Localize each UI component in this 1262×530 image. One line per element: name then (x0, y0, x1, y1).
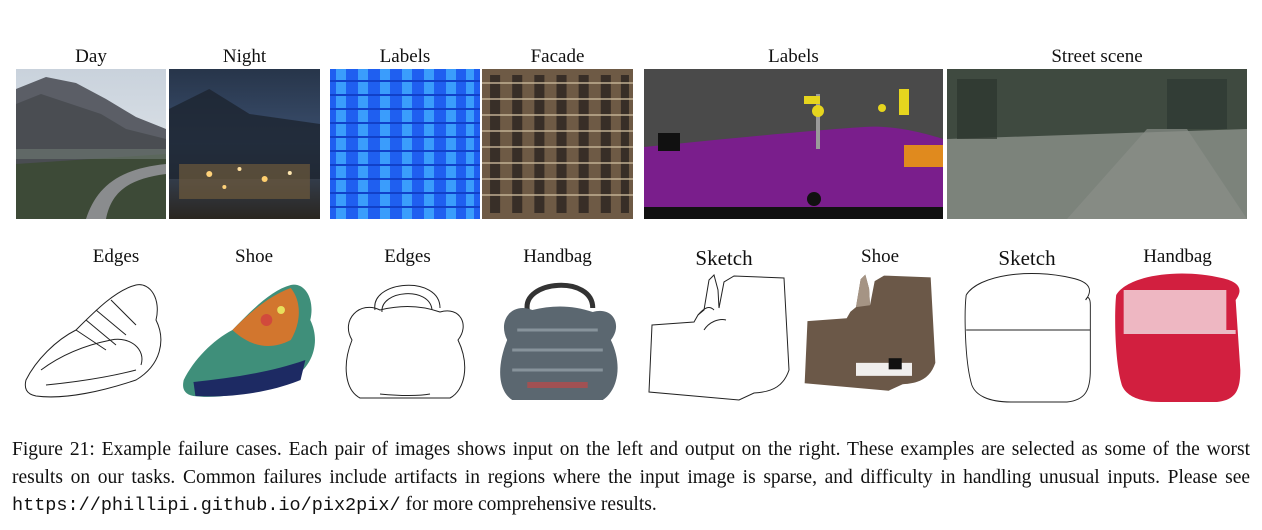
street-labels-input (644, 69, 943, 219)
facade-labels-input (330, 69, 480, 219)
label-handbag-output: Handbag (523, 246, 592, 267)
edges-shoe-input (16, 270, 166, 410)
edges-handbag-input (330, 270, 480, 410)
label-edges-handbag-input: Edges (384, 246, 431, 267)
night-output (169, 69, 320, 219)
shoe-output (174, 270, 320, 410)
handbag-output-2 (1105, 270, 1245, 410)
label-night: Night (222, 46, 267, 67)
label-edges-shoe-input: Edges (92, 246, 140, 267)
label-sketch-handbag-input: Sketch (998, 246, 1056, 270)
figure-caption: Figure 21: Example failure cases. Each p… (12, 436, 1250, 520)
label-day: Day (75, 46, 107, 67)
label-labels-street-input: Labels (768, 46, 819, 67)
sketch-shoe-input (644, 270, 794, 410)
facade-output (482, 69, 633, 219)
street-scene-output (947, 69, 1247, 219)
label-sketch-shoe-input: Sketch (695, 246, 753, 270)
label-shoe-output: Shoe (235, 246, 273, 267)
label-facade: Facade (530, 46, 585, 67)
label-shoe-output-2: Shoe (861, 246, 899, 267)
handbag-output (482, 270, 633, 410)
sketch-handbag-input (955, 270, 1095, 410)
caption-text-end: for more comprehensive results. (400, 494, 657, 515)
shoe-output-2 (800, 270, 940, 400)
label-street-scene: Street scene (1051, 46, 1143, 67)
caption-url[interactable]: https://phillipi.github.io/pix2pix/ (12, 495, 401, 516)
label-labels-facade-input: Labels (379, 46, 431, 67)
label-handbag-output-2: Handbag (1143, 246, 1212, 267)
day-photo (16, 69, 166, 219)
caption-text: Figure 21: Example failure cases. Each p… (12, 439, 1250, 488)
